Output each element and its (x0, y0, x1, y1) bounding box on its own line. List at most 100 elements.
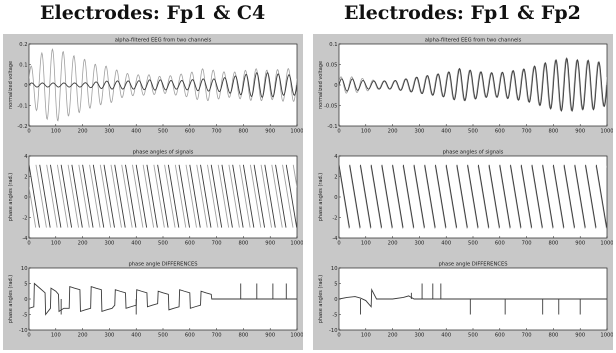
x-tick-label: 800 (548, 129, 558, 135)
plot-area (29, 164, 297, 228)
x-tick-label: 100 (51, 241, 61, 247)
y-axis-label: normalized voltage (8, 61, 14, 109)
series-line (49, 164, 62, 228)
chart-panel-left-mid: phase angles of signals phase angles (rad… (8, 150, 303, 247)
chart-panel-left-bottom: phase angle DIFFERENCES phase angles (rad… (8, 262, 303, 339)
series-line (56, 164, 69, 228)
panel-title: phase angles of signals (133, 150, 194, 156)
x-tick-label: 100 (51, 129, 61, 135)
series-line (253, 164, 266, 228)
x-tick-label: 400 (131, 129, 141, 135)
series-line (542, 164, 554, 228)
x-tick-label: 800 (548, 333, 558, 339)
y-tick-label: 4 (24, 154, 28, 160)
series-line (29, 187, 37, 228)
series-line (339, 57, 607, 112)
series-line (488, 164, 500, 228)
series-line (121, 164, 133, 228)
plot-area (29, 282, 297, 316)
y-tick-label: 0.1 (19, 62, 27, 68)
x-tick-label: 400 (441, 333, 451, 339)
y-tick-label: 5 (24, 281, 27, 287)
plot-area (339, 164, 607, 229)
x-tick-label: 300 (104, 129, 114, 135)
y-tick-label: -0.2 (17, 124, 27, 130)
x-tick-label: 200 (78, 333, 88, 339)
x-tick-label: 500 (468, 241, 478, 247)
y-tick-label: 0 (24, 83, 27, 89)
series-line (125, 164, 137, 228)
series-line (99, 164, 112, 228)
panel-title: phase angle DIFFERENCES (128, 262, 197, 268)
y-tick-label: 10 (331, 266, 338, 272)
x-tick-label: 900 (265, 333, 275, 339)
series-line (228, 164, 240, 228)
y-tick-label: 0 (334, 297, 337, 303)
x-tick-label: 400 (441, 241, 451, 247)
x-tick-label: 700 (212, 129, 222, 135)
series-line (210, 164, 223, 228)
panel-title: phase angles of signals (443, 150, 504, 156)
series-line (114, 164, 126, 228)
series-line (174, 164, 187, 228)
x-tick-label: 700 (522, 333, 532, 339)
x-tick-label: 800 (548, 241, 558, 247)
y-tick-label: -0.1 (327, 124, 337, 130)
x-tick-label: 0 (27, 241, 30, 247)
y-tick-label: 10 (21, 266, 28, 272)
x-tick-label: 300 (414, 129, 424, 135)
series-line (78, 164, 90, 228)
series-line (271, 164, 283, 228)
y-axis-label: normalized voltage (318, 61, 324, 109)
series-line (563, 164, 576, 228)
series-line (424, 164, 436, 228)
y-tick-label: 5 (334, 281, 337, 287)
series-line (200, 164, 212, 228)
series-line (157, 164, 169, 228)
y-tick-label: 0 (24, 195, 27, 201)
panel-title: phase angle DIFFERENCES (438, 262, 507, 268)
series-line (435, 164, 447, 228)
series-line (71, 164, 83, 228)
right-figure: alpha-filtered EEG from two channels norm… (313, 34, 613, 350)
x-tick-label: 200 (388, 333, 398, 339)
x-tick-label: 300 (104, 333, 114, 339)
y-tick-label: -10 (329, 328, 337, 334)
chart-panel-right-top: alpha-filtered EEG from two channels norm… (318, 38, 613, 135)
series-line (221, 164, 233, 228)
x-tick-label: 100 (361, 129, 371, 135)
right-column-title: Electrodes: Fp1 & Fp2 (344, 2, 581, 24)
y-tick-label: -4 (332, 236, 338, 242)
series-line (35, 164, 47, 228)
x-tick-label: 300 (414, 333, 424, 339)
x-tick-label: 600 (185, 333, 195, 339)
series-line (39, 164, 51, 228)
x-tick-label: 500 (468, 333, 478, 339)
x-tick-label: 400 (131, 333, 141, 339)
x-tick-label: 500 (158, 333, 168, 339)
x-tick-label: 900 (575, 333, 585, 339)
series-line (249, 164, 262, 228)
x-tick-label: 600 (495, 333, 505, 339)
x-tick-label: 0 (27, 333, 30, 339)
series-line (595, 164, 607, 228)
y-tick-label: 0.2 (19, 42, 27, 48)
x-tick-label: 600 (185, 129, 195, 135)
series-line (285, 164, 297, 228)
series-line (146, 164, 158, 228)
series-line (292, 164, 297, 188)
series-line (164, 164, 176, 228)
series-line (531, 164, 543, 228)
x-tick-label: 0 (337, 241, 340, 247)
series-line (349, 164, 361, 228)
y-tick-label: -5 (22, 312, 27, 318)
x-tick-label: 1000 (600, 333, 613, 339)
series-line (339, 164, 350, 228)
y-tick-label: 0 (334, 195, 337, 201)
x-tick-label: 200 (78, 129, 88, 135)
series-line (520, 164, 533, 228)
panel-title: alpha-filtered EEG from two channels (425, 38, 522, 44)
x-tick-label: 900 (575, 241, 585, 247)
x-tick-label: 800 (238, 333, 248, 339)
x-tick-label: 600 (495, 241, 505, 247)
